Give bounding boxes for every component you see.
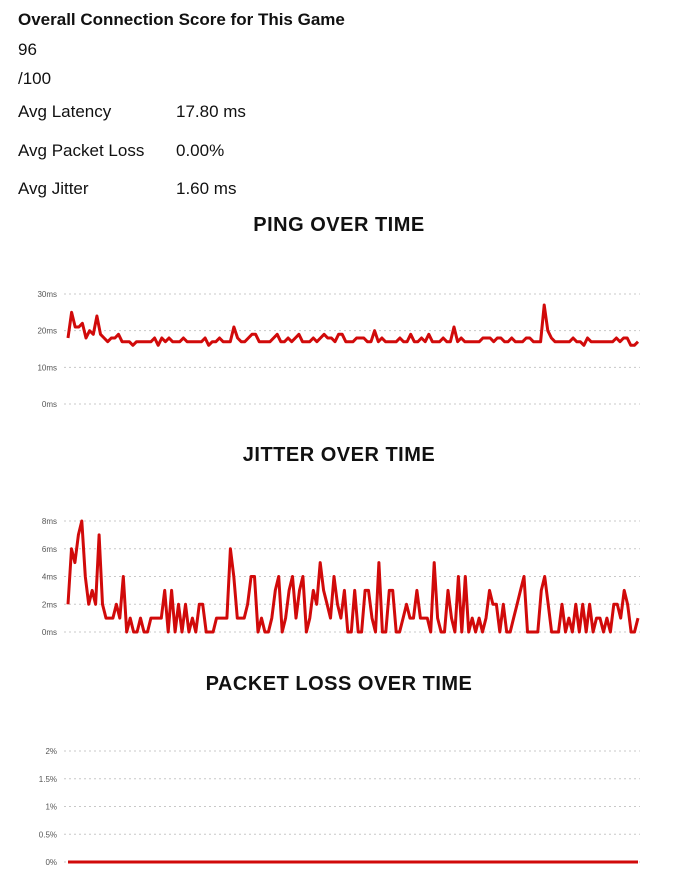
y-tick-label: 0% bbox=[45, 858, 57, 867]
stat-label: Avg Latency bbox=[18, 102, 112, 121]
y-tick-label: 8ms bbox=[42, 517, 57, 526]
jitter-chart-title: JITTER OVER TIME bbox=[242, 444, 436, 466]
stat-value: 0.00% bbox=[176, 141, 225, 160]
stat-label: Avg Packet Loss bbox=[18, 141, 145, 160]
y-tick-label: 2% bbox=[45, 747, 57, 756]
jitter-chart: 8ms 6ms 4ms 2ms 0ms bbox=[42, 517, 640, 637]
score-max: /100 bbox=[18, 69, 52, 88]
y-tick-label: 20ms bbox=[37, 327, 57, 336]
stat-label: Avg Jitter bbox=[18, 179, 89, 198]
score-value: 96 bbox=[18, 40, 37, 59]
y-tick-label: 1% bbox=[45, 803, 57, 812]
ping-chart: 30ms 20ms 10ms 0ms bbox=[37, 290, 640, 409]
y-tick-label: 0ms bbox=[42, 628, 57, 637]
packet-loss-chart-title: PACKET LOSS OVER TIME bbox=[205, 673, 473, 695]
series-line bbox=[66, 519, 640, 634]
y-tick-label: 6ms bbox=[42, 545, 57, 554]
stat-value: 17.80 ms bbox=[176, 102, 246, 121]
packet-loss-chart: 2% 1.5% 1% 0.5% 0% bbox=[39, 747, 640, 867]
score-title: Overall Connection Score for This Game bbox=[18, 10, 345, 29]
y-tick-label: 10ms bbox=[37, 363, 57, 372]
y-tick-label: 1.5% bbox=[39, 775, 57, 784]
ping-chart-title: PING OVER TIME bbox=[253, 214, 425, 236]
stat-value: 1.60 ms bbox=[176, 179, 237, 198]
y-tick-label: 30ms bbox=[37, 290, 57, 299]
y-tick-label: 0.5% bbox=[39, 830, 57, 839]
y-tick-label: 2ms bbox=[42, 600, 57, 609]
y-tick-label: 4ms bbox=[42, 573, 57, 582]
series-line bbox=[66, 303, 640, 347]
y-tick-label: 0ms bbox=[42, 400, 57, 409]
